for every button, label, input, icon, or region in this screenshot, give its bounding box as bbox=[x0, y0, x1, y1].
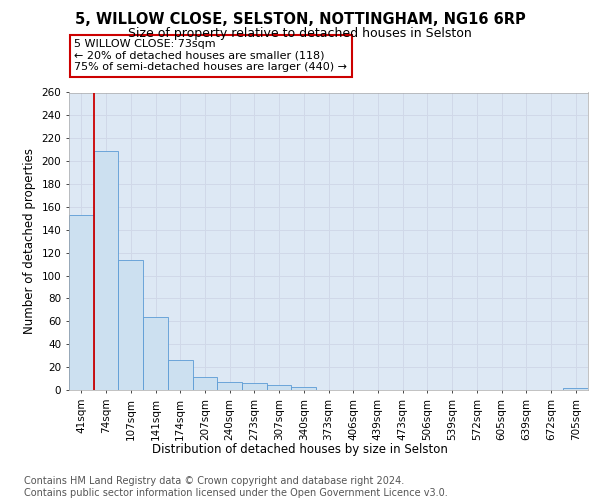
Bar bbox=[94, 151, 118, 390]
Bar bbox=[168, 360, 193, 390]
Bar bbox=[292, 386, 316, 390]
Bar bbox=[193, 378, 217, 390]
Text: Contains HM Land Registry data © Crown copyright and database right 2024.
Contai: Contains HM Land Registry data © Crown c… bbox=[24, 476, 448, 498]
Y-axis label: Number of detached properties: Number of detached properties bbox=[23, 148, 36, 334]
Text: 5, WILLOW CLOSE, SELSTON, NOTTINGHAM, NG16 6RP: 5, WILLOW CLOSE, SELSTON, NOTTINGHAM, NG… bbox=[74, 12, 526, 28]
Bar bbox=[242, 383, 267, 390]
Text: 5 WILLOW CLOSE: 73sqm
← 20% of detached houses are smaller (118)
75% of semi-det: 5 WILLOW CLOSE: 73sqm ← 20% of detached … bbox=[74, 39, 347, 72]
Bar bbox=[118, 260, 143, 390]
Bar bbox=[217, 382, 242, 390]
Bar bbox=[563, 388, 588, 390]
Text: Distribution of detached houses by size in Selston: Distribution of detached houses by size … bbox=[152, 442, 448, 456]
Bar bbox=[143, 317, 168, 390]
Text: Size of property relative to detached houses in Selston: Size of property relative to detached ho… bbox=[128, 28, 472, 40]
Bar bbox=[267, 386, 292, 390]
Bar bbox=[69, 215, 94, 390]
